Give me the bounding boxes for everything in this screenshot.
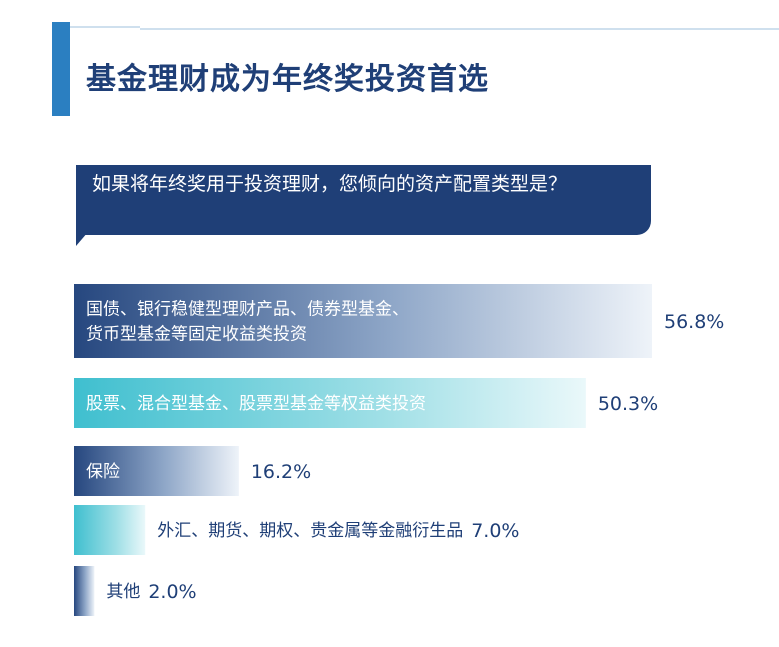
corner-line [70,26,140,28]
value-label-4: 7.0% [471,520,519,542]
value-label-1: 56.8% [664,311,724,333]
question-box-tail [76,232,88,246]
bar-5 [74,566,95,616]
category-label-1: 国债、银行稳健型理财产品、债券型基金、 [86,300,409,320]
question-box: 如果将年终奖用于投资理财，您倾向的资产配置类型是？ [76,165,651,235]
category-label-4: 外汇、期货、期权、贵金属等金融衍生品 [157,521,463,541]
title-accent-bar [52,22,70,116]
value-label-5: 2.0% [148,581,196,603]
value-label-3: 16.2% [251,461,311,483]
category-label-2: 股票、混合型基金、股票型基金等权益类投资 [86,394,426,414]
category-label-3: 保险 [86,462,120,482]
top-divider-line [140,28,779,30]
question-text: 如果将年终奖用于投资理财，您倾向的资产配置类型是？ [92,173,568,195]
page-title: 基金理财成为年终奖投资首选 [86,62,489,97]
bar-2 [74,378,586,428]
value-label-2: 50.3% [598,393,658,415]
category-label-5: 其他 [106,582,140,602]
category-label-1: 货币型基金等固定收益类投资 [86,325,307,345]
bar-3 [74,446,239,496]
bar-1 [74,284,652,358]
bar-4 [74,505,146,555]
